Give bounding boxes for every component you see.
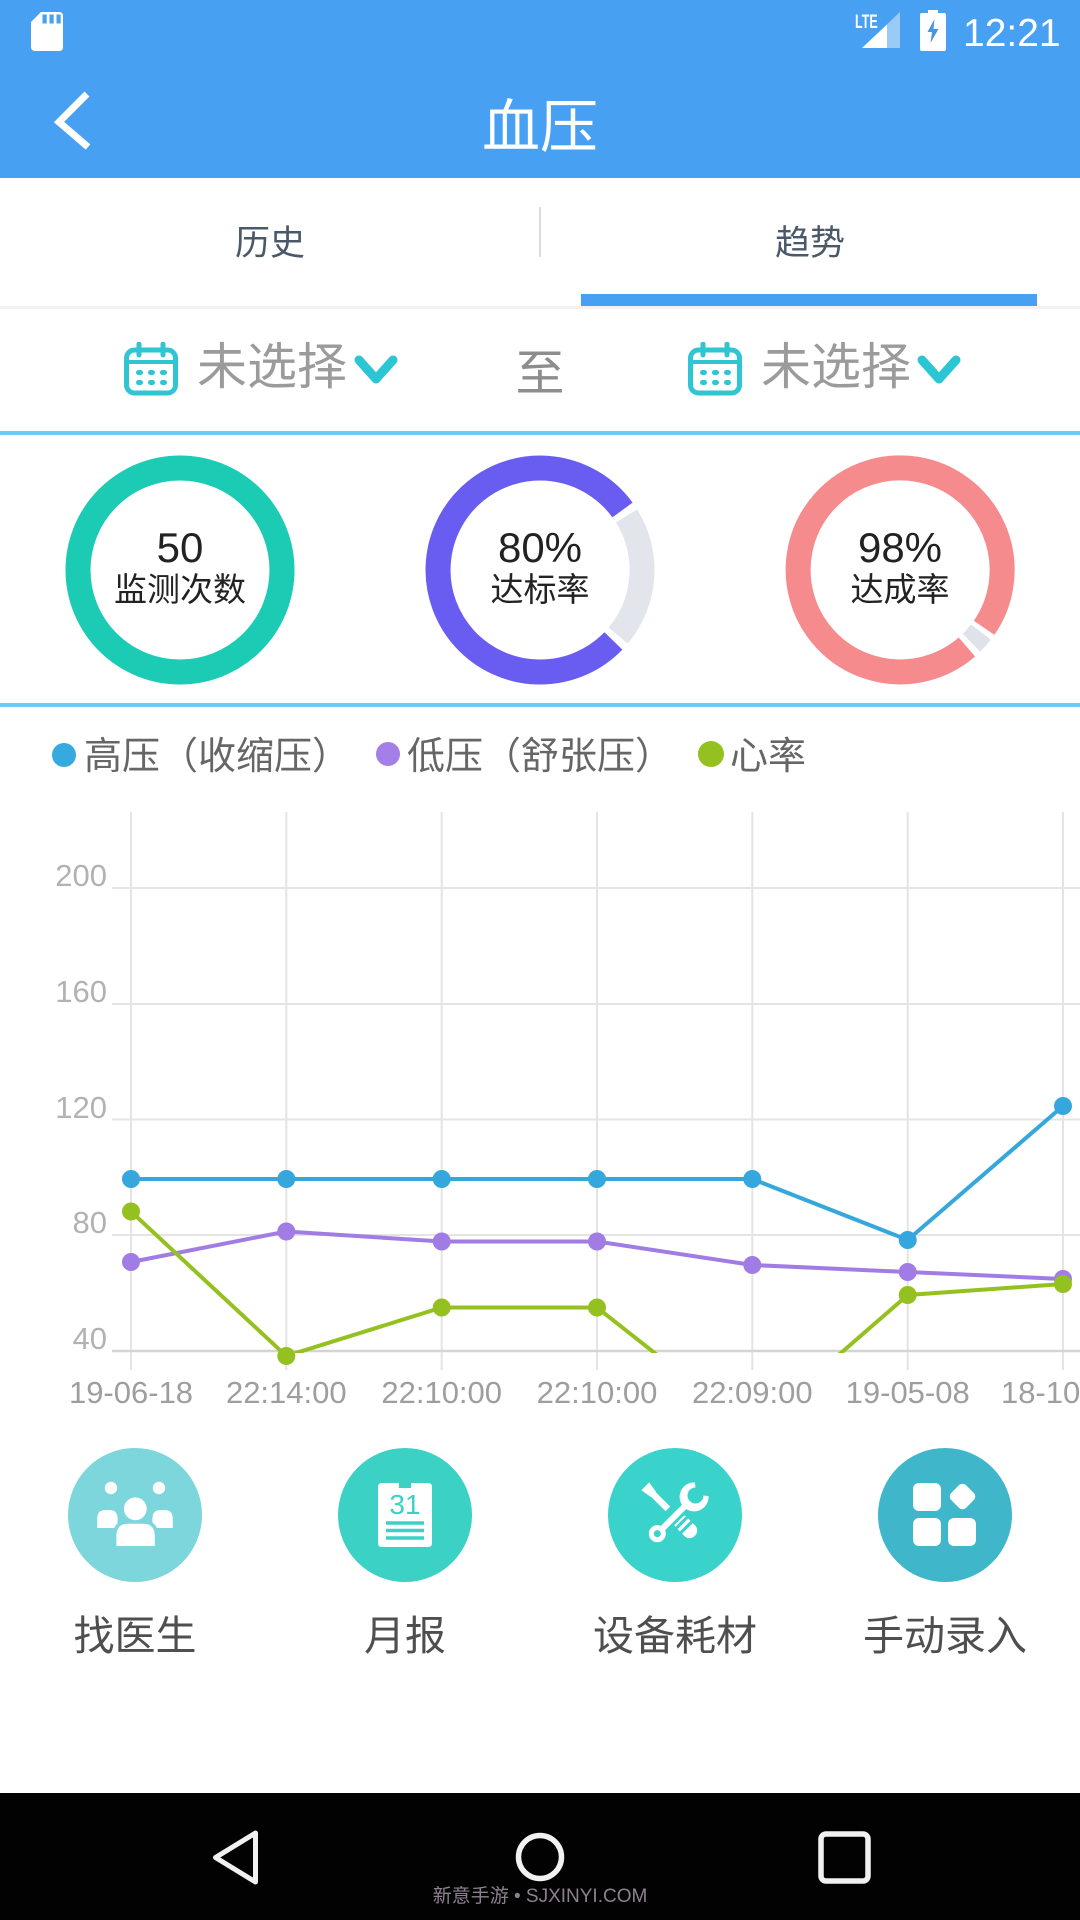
svg-text:160: 160 <box>55 974 107 1009</box>
svg-text:50: 50 <box>157 524 204 571</box>
svg-text:120: 120 <box>55 1090 107 1125</box>
svg-text:达成率: 达成率 <box>851 571 950 608</box>
svg-text:19-06-18: 19-06-18 <box>69 1375 193 1410</box>
svg-text:80%: 80% <box>498 524 582 571</box>
svg-text:80: 80 <box>73 1205 107 1240</box>
svg-text:98%: 98% <box>858 524 942 571</box>
svg-text:200: 200 <box>55 858 107 893</box>
svg-text:19-05-08: 19-05-08 <box>846 1375 970 1410</box>
svg-text:31: 31 <box>389 1489 420 1520</box>
svg-text:22:09:00: 22:09:00 <box>692 1375 813 1410</box>
svg-text:18-10-08: 18-10-08 <box>1001 1375 1080 1410</box>
svg-text:22:10:00: 22:10:00 <box>537 1375 658 1410</box>
svg-text:22:10:00: 22:10:00 <box>381 1375 502 1410</box>
svg-text:22:14:00: 22:14:00 <box>226 1375 347 1410</box>
svg-text:达标率: 达标率 <box>491 571 590 608</box>
svg-text:40: 40 <box>73 1321 107 1356</box>
svg-text:监测次数: 监测次数 <box>114 571 246 608</box>
